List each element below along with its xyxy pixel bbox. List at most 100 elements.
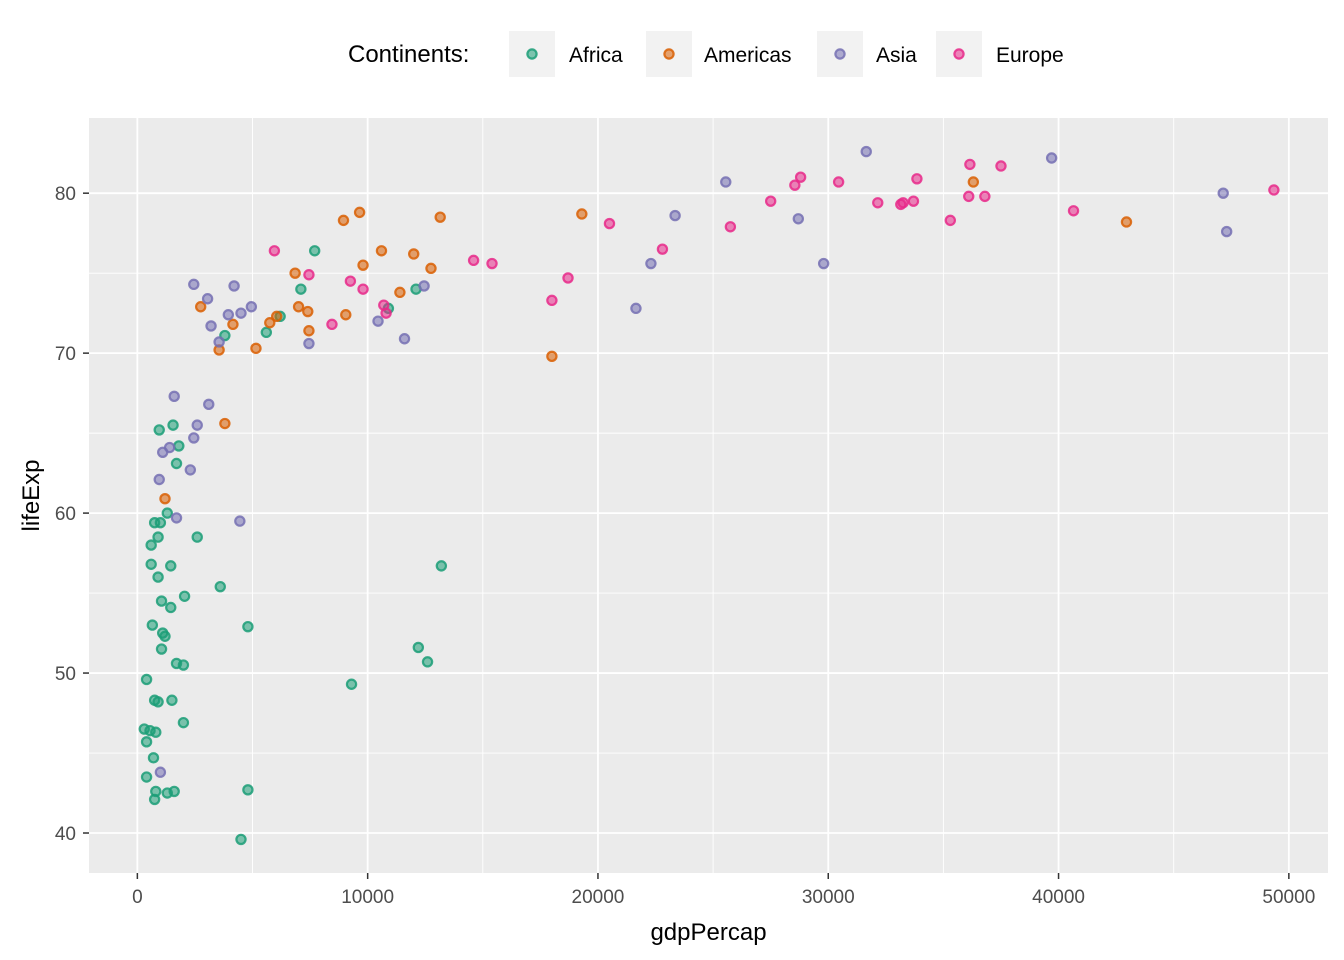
series-europe <box>268 158 1280 331</box>
data-point-europe <box>897 197 909 209</box>
data-point-europe <box>963 190 975 203</box>
data-point-africa <box>308 245 321 257</box>
x-axis-title: gdpPercap <box>650 919 766 946</box>
data-point-africa <box>150 726 162 738</box>
x-tick-label: 20000 <box>572 887 625 908</box>
data-point-asia <box>720 176 732 188</box>
data-point-africa <box>155 595 168 607</box>
data-point-europe <box>326 318 338 331</box>
data-point-americas <box>194 301 207 313</box>
data-point-asia <box>188 278 200 291</box>
legend-label: Americas <box>704 44 792 67</box>
data-point-africa <box>153 424 165 436</box>
x-axis-ticks: 0 10000 20000 30000 40000 50000 <box>132 873 1315 908</box>
data-point-asia <box>201 293 214 305</box>
legend-key-symbol <box>953 48 965 60</box>
data-point-europe <box>380 307 392 319</box>
legend-item-asia: Asia <box>817 31 917 77</box>
data-point-europe <box>832 176 845 188</box>
data-point-europe <box>1268 184 1280 196</box>
data-point-americas <box>264 317 276 329</box>
series-americas <box>159 176 1133 505</box>
data-point-africa <box>170 457 183 470</box>
legend-item-americas: Americas <box>646 31 792 77</box>
plot-panel <box>89 118 1328 873</box>
data-point-africa <box>412 641 425 654</box>
y-tick-label: 70 <box>55 344 76 365</box>
legend-label: Africa <box>569 44 623 67</box>
data-point-africa <box>152 531 164 543</box>
data-point-africa <box>214 580 226 593</box>
data-point-europe <box>995 160 1007 172</box>
data-point-asia <box>792 213 805 225</box>
data-point-africa <box>154 516 167 529</box>
data-point-africa <box>159 630 171 642</box>
data-point-asia <box>630 302 642 315</box>
data-point-asia <box>235 307 247 319</box>
data-point-africa <box>152 696 164 708</box>
data-point-europe <box>603 217 616 230</box>
data-points <box>138 145 1280 846</box>
data-point-africa <box>146 619 159 631</box>
data-point-asia <box>163 441 176 454</box>
data-point-europe <box>907 195 920 207</box>
legend-item-africa: Africa <box>509 31 623 77</box>
data-point-asia <box>154 766 167 778</box>
data-point-asia <box>222 309 235 321</box>
data-point-asia <box>645 257 657 270</box>
x-tick-label: 0 <box>132 887 143 908</box>
data-point-africa <box>177 716 190 729</box>
x-tick-label: 30000 <box>802 887 855 908</box>
data-point-asia <box>228 280 240 292</box>
data-point-europe <box>486 257 498 270</box>
y-axis-title: lifeExp <box>18 459 45 531</box>
data-point-asia <box>234 515 246 527</box>
data-point-africa <box>161 507 174 519</box>
data-point-americas <box>159 492 171 505</box>
data-point-africa <box>235 833 247 846</box>
data-point-americas <box>425 262 437 275</box>
data-point-asia <box>372 315 384 327</box>
data-point-europe <box>562 272 574 284</box>
data-point-americas <box>375 245 388 257</box>
y-tick-label: 60 <box>55 504 76 525</box>
data-point-asia <box>188 432 200 444</box>
data-point-europe <box>656 243 669 255</box>
data-point-asia <box>184 464 197 476</box>
data-point-asia <box>213 336 225 348</box>
x-tick-label: 50000 <box>1262 887 1315 908</box>
data-point-asia <box>153 473 165 486</box>
data-point-americas <box>270 310 283 323</box>
data-point-americas <box>546 350 558 363</box>
legend-label: Europe <box>996 44 1064 67</box>
legend: Continents: Africa Americas Asia Europe <box>348 31 1064 77</box>
data-point-africa <box>435 560 448 572</box>
legend-key-symbol <box>526 48 538 60</box>
data-point-africa <box>150 785 162 798</box>
data-point-africa <box>145 558 157 570</box>
data-point-africa <box>173 440 185 452</box>
data-point-americas <box>394 286 406 299</box>
y-tick-label: 40 <box>55 824 76 845</box>
legend-key-symbol <box>834 48 846 60</box>
data-point-africa <box>191 531 203 543</box>
data-point-asia <box>245 301 258 313</box>
data-point-americas <box>967 176 980 188</box>
data-point-africa <box>165 601 177 614</box>
series-africa <box>138 245 448 846</box>
legend-title: Continents: <box>348 41 469 68</box>
data-point-europe <box>344 275 357 287</box>
data-point-asia <box>860 145 872 158</box>
data-point-asia <box>1220 225 1233 238</box>
data-point-asia <box>418 280 430 292</box>
data-point-americas <box>434 211 446 223</box>
data-point-africa <box>140 736 153 748</box>
data-point-africa <box>167 419 179 431</box>
legend-item-europe: Europe <box>936 31 1064 77</box>
data-point-europe <box>724 221 737 233</box>
data-point-americas <box>357 259 369 271</box>
data-point-africa <box>165 560 177 572</box>
y-tick-label: 80 <box>55 184 76 205</box>
data-point-africa <box>168 785 180 798</box>
